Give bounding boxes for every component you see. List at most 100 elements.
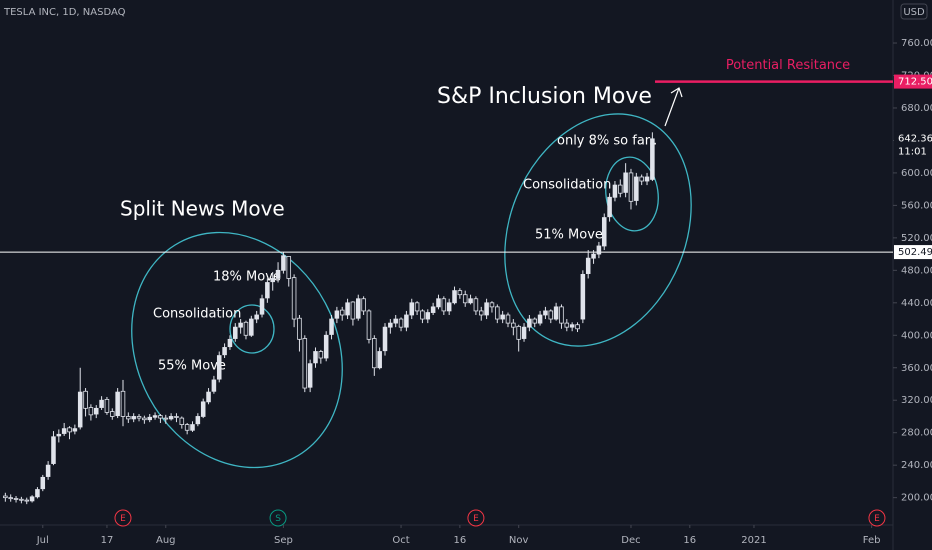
annotation: Split News Move bbox=[120, 197, 285, 221]
candle-body bbox=[291, 277, 297, 320]
candle-body bbox=[628, 172, 634, 202]
candle-body bbox=[382, 326, 388, 352]
candle-body bbox=[88, 407, 94, 416]
candle-body bbox=[345, 302, 350, 316]
candle-body bbox=[281, 255, 286, 271]
candle-body bbox=[441, 298, 447, 312]
y-tick-label: 440.00 bbox=[901, 298, 932, 309]
y-tick-label: 680.00 bbox=[901, 103, 932, 114]
price-label: 712.50 bbox=[898, 77, 932, 88]
candle-body bbox=[200, 401, 206, 417]
candle-body bbox=[72, 428, 78, 432]
candle-body bbox=[67, 427, 72, 433]
candle-body bbox=[286, 256, 292, 279]
candle-body bbox=[430, 306, 436, 313]
candle-body bbox=[99, 399, 104, 408]
y-tick-label: 360.00 bbox=[901, 363, 932, 374]
event-marker bbox=[868, 509, 886, 527]
candle-body bbox=[398, 318, 404, 328]
candle-body bbox=[174, 416, 179, 418]
y-tick-label: 560.00 bbox=[901, 200, 932, 211]
candle-body bbox=[393, 318, 398, 324]
x-tick-label: 17 bbox=[101, 535, 114, 546]
candle-body bbox=[575, 324, 580, 330]
price-label: 642.36 bbox=[898, 134, 932, 145]
price-label-box bbox=[894, 245, 932, 260]
candle-body bbox=[388, 322, 393, 328]
candle-body bbox=[516, 325, 521, 340]
candle-body bbox=[425, 312, 431, 320]
y-tick-label: 200.00 bbox=[901, 493, 932, 504]
x-tick-label: 16 bbox=[683, 535, 696, 546]
candle-body bbox=[553, 306, 559, 320]
y-tick-label: 600.00 bbox=[901, 168, 932, 179]
candle-body bbox=[142, 417, 147, 421]
candle-body bbox=[131, 416, 136, 420]
y-tick-label: 480.00 bbox=[901, 265, 932, 276]
currency-box bbox=[900, 3, 928, 20]
ellipse-drawing bbox=[504, 113, 692, 347]
candle-body bbox=[559, 306, 564, 324]
candle-body bbox=[206, 391, 211, 403]
candle-body bbox=[238, 322, 243, 328]
candle-body bbox=[227, 338, 233, 348]
candle-body bbox=[457, 290, 463, 296]
candle-body bbox=[361, 298, 366, 312]
x-tick-label: Sep bbox=[274, 535, 293, 546]
candle-body bbox=[623, 172, 628, 193]
chart-title: TESLA INC, 1D, NASDAQ bbox=[3, 7, 126, 18]
candle-body bbox=[532, 318, 538, 324]
y-tick-label: 760.00 bbox=[901, 38, 932, 49]
candle-body bbox=[168, 416, 174, 420]
y-tick-label: 400.00 bbox=[901, 330, 932, 341]
candle-body bbox=[527, 318, 532, 328]
candle-body bbox=[147, 416, 152, 421]
candle-body bbox=[40, 476, 46, 490]
candle-body bbox=[339, 309, 345, 316]
drawings bbox=[131, 113, 692, 469]
price-label-box bbox=[894, 74, 932, 89]
candle-body bbox=[329, 318, 334, 335]
candle-body bbox=[152, 415, 158, 418]
candle-body bbox=[259, 298, 265, 315]
candle-body bbox=[511, 322, 516, 328]
candle-body bbox=[56, 433, 62, 437]
candle-body bbox=[644, 176, 650, 182]
candle-body bbox=[596, 245, 602, 255]
candle-body bbox=[521, 326, 527, 339]
candle-body bbox=[436, 298, 441, 308]
resistance-text: Potential Resitance bbox=[726, 58, 850, 73]
candle-body bbox=[265, 282, 270, 299]
candle-body bbox=[500, 314, 505, 320]
y-tick-label: 240.00 bbox=[901, 460, 932, 471]
candle-body bbox=[313, 351, 318, 364]
annotation: 18% Move bbox=[213, 270, 281, 285]
candle-body bbox=[302, 338, 308, 389]
candle-body bbox=[61, 428, 67, 434]
candle-body bbox=[350, 301, 356, 320]
candle-body bbox=[650, 138, 655, 180]
candle-body bbox=[211, 379, 217, 392]
candle-body bbox=[104, 399, 110, 413]
candle-body bbox=[233, 326, 238, 339]
candle-body bbox=[190, 424, 195, 431]
candle-body bbox=[163, 417, 169, 420]
candle-body bbox=[404, 314, 409, 328]
candle-body bbox=[51, 436, 56, 464]
annotation: S&P Inclusion Move bbox=[437, 84, 652, 109]
candle-body bbox=[29, 496, 35, 502]
event-label: S bbox=[275, 514, 281, 524]
candle-body bbox=[195, 416, 201, 425]
candle-body bbox=[275, 269, 281, 279]
candle-body bbox=[607, 196, 612, 218]
candle-body bbox=[184, 424, 190, 431]
candle-body bbox=[83, 390, 88, 409]
candle-body bbox=[548, 310, 554, 320]
candle-body bbox=[158, 415, 163, 419]
y-tick-label: 280.00 bbox=[901, 428, 932, 439]
arrow-line bbox=[664, 87, 680, 127]
candle-body bbox=[495, 306, 500, 320]
